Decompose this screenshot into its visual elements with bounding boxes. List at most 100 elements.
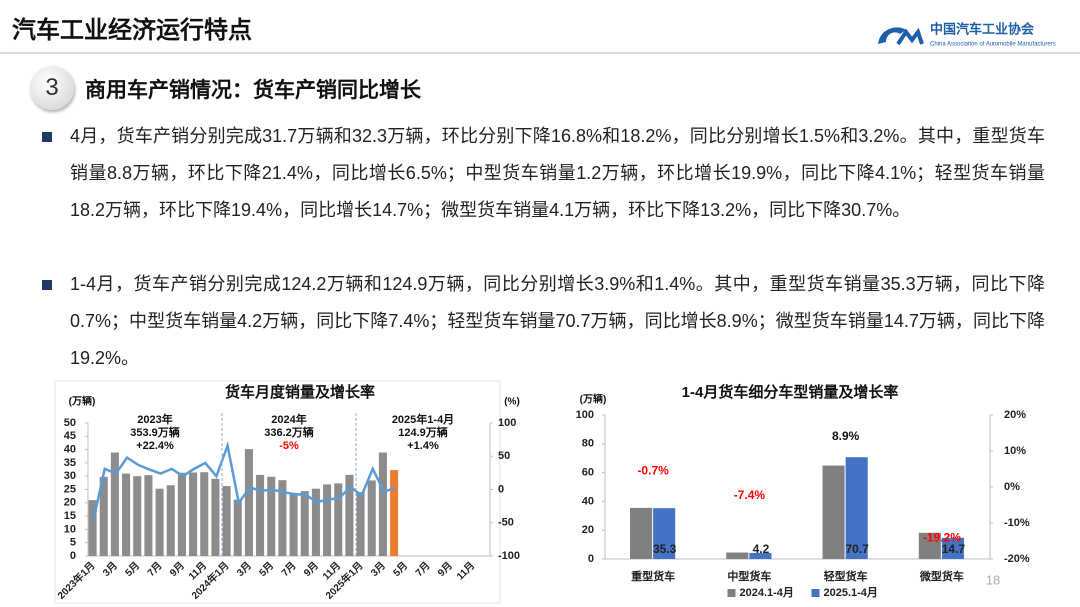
bar <box>918 532 941 559</box>
x-tick-label: 5月 <box>257 560 276 579</box>
growth-label: -0.7% <box>637 464 669 478</box>
bar <box>222 486 231 556</box>
bar <box>630 507 653 559</box>
y2-tick-label: -10% <box>1004 517 1030 529</box>
bar <box>166 485 175 556</box>
section-number: 3 <box>30 66 74 110</box>
y-tick-label: 100 <box>576 409 594 421</box>
annotation: +22.4% <box>136 440 174 452</box>
bar <box>822 465 845 559</box>
bar <box>749 552 772 559</box>
y2-tick-label: 0% <box>1004 481 1020 493</box>
y2-tick-label: 10% <box>1004 445 1026 457</box>
y-tick-label: 30 <box>64 470 76 482</box>
y2-tick-label: -20% <box>1004 553 1030 565</box>
bar <box>311 488 320 556</box>
bar <box>334 483 343 556</box>
logo-subtext: China Association of Automobile Manufact… <box>930 42 1056 48</box>
legend-label: 2024.1-4月 <box>740 586 794 599</box>
bar-value-label: 35.3 <box>653 542 677 556</box>
annotation: -5% <box>279 440 299 452</box>
bar <box>244 449 253 556</box>
x-tick-label: 9月 <box>301 560 320 579</box>
y-tick-label: 5 <box>70 537 76 549</box>
bar <box>941 537 964 559</box>
bar <box>653 508 676 559</box>
x-tick-label: 3月 <box>368 560 387 579</box>
y2-tick-label: 100 <box>498 417 516 429</box>
y2-tick-label: 0 <box>498 483 504 495</box>
y2-tick-label: -50 <box>498 517 514 529</box>
y-tick-label: 20 <box>64 497 76 509</box>
page-title: 汽车工业经济运行特点 <box>12 17 252 44</box>
bar-value-label: 4.2 <box>753 542 770 556</box>
bar <box>356 492 365 556</box>
line <box>92 440 396 520</box>
bar <box>378 452 387 556</box>
growth-label: -19.2% <box>923 530 961 544</box>
x-tick-label: 5月 <box>123 560 142 579</box>
bar <box>88 500 97 556</box>
x-tick-label: 微型货车 <box>919 569 964 583</box>
bar <box>155 488 164 556</box>
bar <box>177 472 186 556</box>
bar <box>726 552 749 559</box>
y2-axis-label: (%) <box>504 397 520 408</box>
bar <box>110 452 119 556</box>
annotation: 353.9万辆 <box>130 425 180 439</box>
bar-value-label: 14.7 <box>942 542 966 556</box>
annotation: +1.4% <box>407 440 439 452</box>
legend-swatch <box>727 589 736 597</box>
annotation: 2023年 <box>137 412 172 426</box>
bar <box>200 472 209 556</box>
bullet-text: 4月，货车产销分别完成31.7万辆和32.3万辆，环比分别下降16.8%和18.… <box>40 118 1045 229</box>
bar <box>845 457 868 559</box>
chart-title: 货车月度销量及增长率 <box>225 383 375 401</box>
y-tick-label: 25 <box>64 483 76 495</box>
y-tick-label: 40 <box>64 444 76 456</box>
y2-tick-label: 20% <box>1004 409 1026 421</box>
y-tick-label: 35 <box>64 457 76 469</box>
bar <box>133 476 142 556</box>
growth-label: -7.4% <box>734 488 766 502</box>
annotation: 124.9万辆 <box>398 425 448 439</box>
bar <box>122 473 131 556</box>
legend-swatch <box>811 589 820 597</box>
bar <box>300 491 309 556</box>
chart-title: 1-4月货车细分车型销量及增长率 <box>682 383 899 401</box>
y-tick-label: 20 <box>582 524 594 536</box>
bar <box>367 480 376 556</box>
y-tick-label: 15 <box>64 510 76 522</box>
bar <box>144 475 153 556</box>
x-tick-label: 5月 <box>391 560 410 579</box>
logo-text: 中国汽车工业协会 <box>930 21 1035 36</box>
bar <box>99 476 108 556</box>
x-tick-label: 9月 <box>435 560 454 579</box>
bar <box>211 478 220 556</box>
x-tick-label: 轻型货车 <box>824 569 868 583</box>
y-tick-label: 50 <box>64 417 76 429</box>
legend-label: 2025.1-4月 <box>824 586 878 599</box>
growth-label: 8.9% <box>832 429 860 443</box>
y2-tick-label: -100 <box>498 550 520 562</box>
x-tick-label: 9月 <box>167 560 186 579</box>
logo-mark <box>896 27 924 46</box>
x-tick-label: 7月 <box>413 560 432 579</box>
y-tick-label: 60 <box>582 467 594 479</box>
page-number: 18 <box>986 572 1000 587</box>
x-tick-label: 3月 <box>234 560 253 579</box>
x-tick-label: 3月 <box>100 560 119 579</box>
x-tick-label: 7月 <box>279 560 298 579</box>
bar <box>189 472 198 556</box>
logo-mark <box>878 27 906 44</box>
bar <box>267 476 276 556</box>
bar <box>323 484 332 556</box>
y-axis-label: (万辆) <box>580 393 607 406</box>
x-tick-label: 重型货车 <box>631 569 675 583</box>
bullet-text: 1-4月，货车产销分别完成124.2万辆和124.9万辆，同比分别增长3.9%和… <box>40 266 1045 377</box>
bar <box>278 480 287 556</box>
y-axis-label: (万辆) <box>69 395 96 408</box>
y-tick-label: 10 <box>64 523 76 535</box>
